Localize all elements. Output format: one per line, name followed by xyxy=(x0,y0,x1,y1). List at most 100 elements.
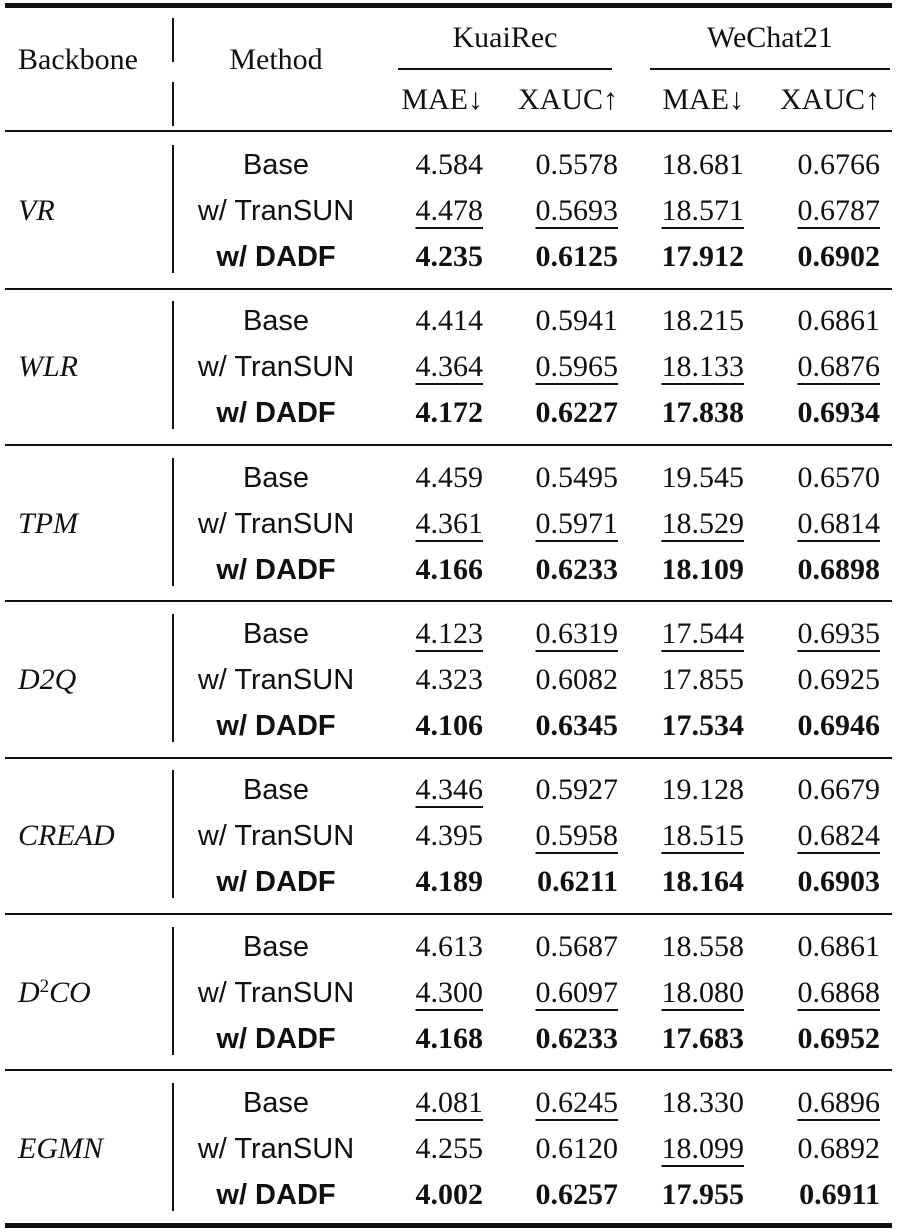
value-cell: 18.215 xyxy=(661,304,745,338)
metric-header: XAUC↑ xyxy=(779,83,880,116)
value-cell: 0.6245 xyxy=(535,1085,619,1119)
value-cell: 0.6898 xyxy=(797,552,881,586)
value-cell: 0.6570 xyxy=(797,460,881,494)
dataset-header: WeChat21 xyxy=(707,21,833,54)
value-cell: 0.5965 xyxy=(535,350,619,384)
rule xyxy=(172,457,174,586)
value-cell: 18.164 xyxy=(661,865,745,899)
value-cell: 0.6952 xyxy=(797,1021,881,1055)
backbone: WLR xyxy=(18,350,78,384)
value-cell: 0.6861 xyxy=(797,304,881,338)
value-cell: 4.123 xyxy=(415,616,484,650)
method: Base xyxy=(242,1086,310,1119)
value-cell: 4.172 xyxy=(415,396,484,430)
rule xyxy=(650,68,890,70)
value-cell: 4.002 xyxy=(415,1177,484,1211)
value-cell: 0.5958 xyxy=(535,819,619,853)
value-cell: 0.6934 xyxy=(797,396,881,430)
rule xyxy=(5,287,892,290)
method: w/ TranSUN xyxy=(197,351,355,384)
value-cell: 0.5693 xyxy=(535,194,619,227)
value-cell: 0.6896 xyxy=(797,1085,881,1119)
value-cell: 4.106 xyxy=(415,708,484,742)
value-cell: 0.6211 xyxy=(537,865,618,899)
value-cell: 18.529 xyxy=(661,506,745,540)
method: w/ DADF xyxy=(216,1178,336,1211)
value-cell: 4.168 xyxy=(415,1021,484,1055)
value-cell: 0.5687 xyxy=(535,929,619,963)
header-cell: Backbone xyxy=(18,43,138,76)
value-cell: 19.128 xyxy=(661,773,745,807)
value-cell: 0.6233 xyxy=(535,552,619,586)
method: Base xyxy=(242,461,310,494)
value-cell: 4.459 xyxy=(415,460,484,494)
value-cell: 0.6861 xyxy=(797,929,881,963)
value-cell: 0.6766 xyxy=(797,148,881,181)
value-cell: 0.6679 xyxy=(797,773,881,807)
value-cell: 0.6319 xyxy=(535,616,619,650)
dataset-header: KuaiRec xyxy=(452,21,558,54)
value-cell: 0.6903 xyxy=(797,865,881,899)
value-cell: 18.515 xyxy=(661,819,745,853)
value-cell: 17.912 xyxy=(661,240,745,273)
method: Base xyxy=(242,149,310,181)
value-cell: 4.235 xyxy=(415,240,484,273)
backbone: D2Q xyxy=(18,662,77,696)
value-cell: 0.6257 xyxy=(535,1177,619,1211)
value-cell: 4.364 xyxy=(415,350,484,384)
value-cell: 4.081 xyxy=(415,1085,484,1119)
rule xyxy=(5,444,892,447)
metric-header: XAUC↑ xyxy=(517,83,618,116)
rule xyxy=(172,145,174,273)
value-cell: 0.6787 xyxy=(797,194,881,227)
value-cell: 0.5578 xyxy=(535,148,619,181)
rule xyxy=(5,913,892,915)
value-cell: 17.534 xyxy=(661,708,745,742)
header-cell: Method xyxy=(229,43,323,76)
rule xyxy=(172,301,174,430)
value-cell: 4.255 xyxy=(415,1131,484,1165)
value-cell: 0.6345 xyxy=(535,708,619,742)
value-cell: 0.6935 xyxy=(797,616,881,650)
method: w/ DADF xyxy=(216,241,336,273)
value-cell: 18.558 xyxy=(661,929,745,963)
value-cell: 0.6868 xyxy=(797,975,881,1009)
method: w/ TranSUN xyxy=(197,663,355,696)
value-cell: 18.681 xyxy=(661,148,745,181)
rule xyxy=(172,1082,174,1211)
value-cell: 0.6824 xyxy=(797,819,881,853)
value-cell: 4.395 xyxy=(415,819,484,853)
value-cell: 0.6902 xyxy=(797,240,881,273)
value-cell: 0.6120 xyxy=(535,1131,619,1165)
method: w/ DADF xyxy=(216,866,336,899)
value-cell: 0.6892 xyxy=(797,1131,881,1165)
value-cell: 17.544 xyxy=(661,616,745,650)
backbone: CREAD xyxy=(18,819,115,853)
value-cell: 18.099 xyxy=(661,1131,745,1165)
method: Base xyxy=(242,617,310,650)
backbone-part: 2 xyxy=(39,975,50,997)
rule xyxy=(5,130,892,132)
method: w/ DADF xyxy=(216,553,336,586)
value-cell: 0.6814 xyxy=(797,506,881,540)
value-cell: 0.5941 xyxy=(535,304,619,338)
value-cell: 18.571 xyxy=(661,194,745,227)
value-cell: 0.6925 xyxy=(797,662,881,696)
value-cell: 0.6082 xyxy=(535,662,619,696)
value-cell: 4.323 xyxy=(415,662,484,696)
value-cell: 0.5495 xyxy=(535,460,619,494)
value-cell: 19.545 xyxy=(661,460,745,494)
value-cell: 4.300 xyxy=(415,975,484,1009)
metric-header: MAE↓ xyxy=(401,83,483,116)
value-cell: 0.6227 xyxy=(535,396,619,430)
value-cell: 4.361 xyxy=(415,506,484,540)
rule xyxy=(5,756,892,759)
method: w/ DADF xyxy=(216,1022,336,1055)
value-cell: 0.6097 xyxy=(535,975,619,1009)
backbone: D2CO xyxy=(18,973,168,1013)
value-cell: 17.838 xyxy=(661,396,745,430)
value-cell: 18.330 xyxy=(661,1085,745,1119)
value-cell: 0.6876 xyxy=(797,350,881,384)
rule xyxy=(172,926,174,1055)
